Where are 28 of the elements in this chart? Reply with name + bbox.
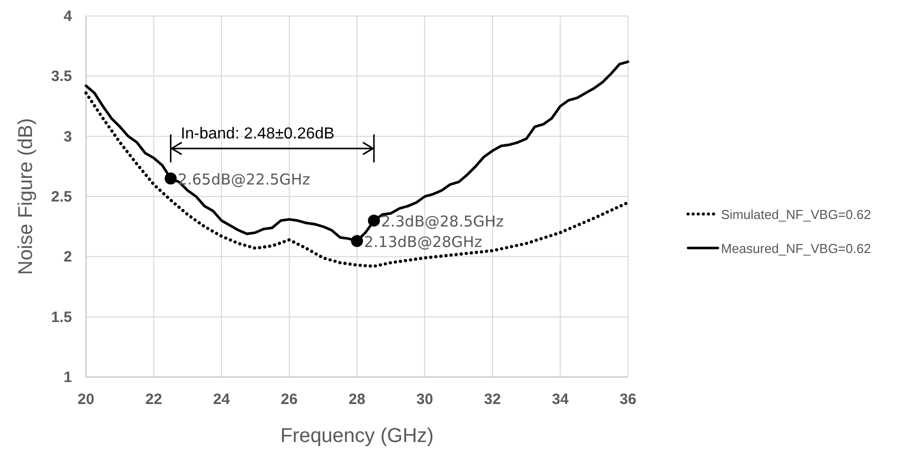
y-tick-label: 2.5 (51, 188, 72, 206)
x-tick-label: 20 (78, 391, 94, 408)
y-axis-title: Noise Figure (dB) (15, 118, 37, 275)
y-tick-label: 1 (64, 369, 72, 386)
y-tick-label: 4 (64, 8, 73, 25)
x-tick-label: 22 (145, 391, 162, 408)
x-tick-label: 34 (552, 391, 570, 408)
y-tick-label: 3 (64, 128, 72, 146)
point (351, 235, 363, 248)
x-tick-label: 28 (348, 391, 366, 408)
x-axis-title: Frequency (GHz) (280, 425, 434, 447)
data-label: 2.3dB@28.5GHz (380, 212, 504, 231)
y-tick-label: 3.5 (51, 68, 72, 86)
x-tick-label: 30 (416, 391, 434, 408)
y-tick-label: 2 (64, 248, 72, 266)
annotation: In-band: 2.48±0.26dB (180, 125, 334, 142)
point (368, 214, 380, 227)
x-tick-label: 36 (620, 391, 636, 408)
x-tick-label: 26 (280, 391, 298, 408)
x-tick-label: 32 (484, 391, 501, 408)
data-label: 2.13dB@28GHz (364, 233, 482, 252)
legend-label: Measured_NF_VBG=0.62 (721, 241, 871, 256)
y-tick-label: 1.5 (51, 308, 72, 326)
line-series (84, 91, 630, 268)
data-label: 2.65dB@22.5GHz (178, 170, 310, 188)
x-tick-label: 24 (213, 391, 230, 408)
point (164, 172, 177, 184)
legend-label: Simulated_NF_VBG=0.62 (721, 207, 871, 222)
